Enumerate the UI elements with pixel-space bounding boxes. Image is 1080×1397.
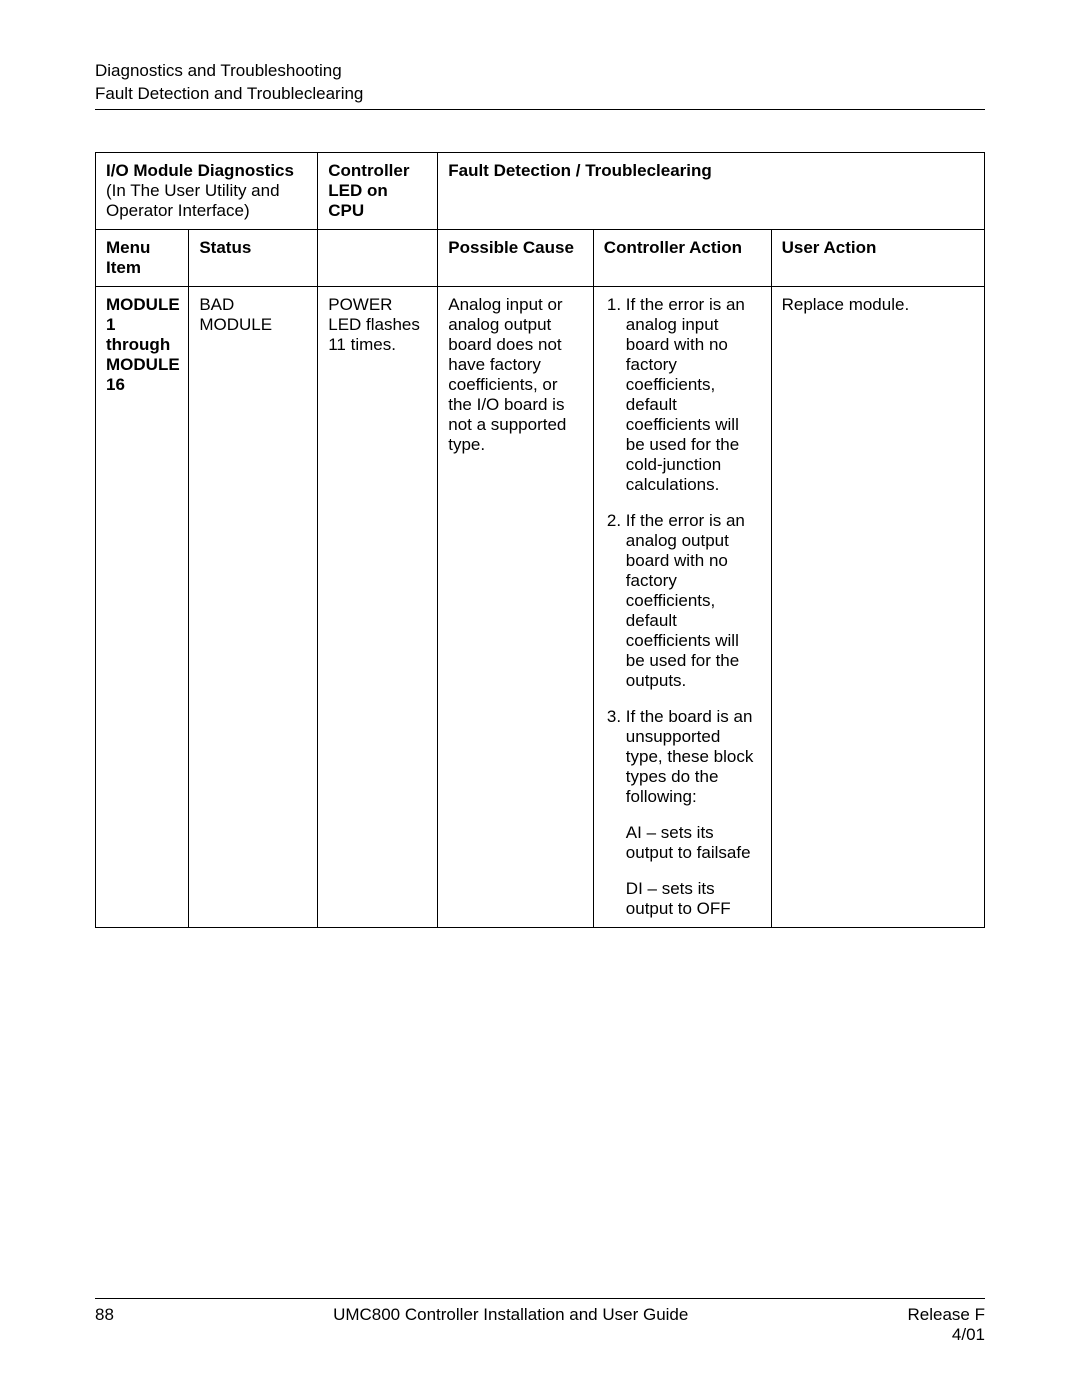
th-fault-detection: Fault Detection / Troubleclearing <box>438 152 985 229</box>
th-user-action: User Action <box>771 229 984 286</box>
th-controller-led: Controller LED on CPU <box>318 152 438 229</box>
controller-action-extra: AI – sets its output to failsafe <box>626 823 761 863</box>
header-line-1: Diagnostics and Troubleshooting <box>95 60 985 83</box>
controller-action-item: If the board is an unsupported type, the… <box>626 707 761 807</box>
th-diagnostics: I/O Module Diagnostics (In The User Util… <box>96 152 318 229</box>
th-possible-cause: Possible Cause <box>438 229 594 286</box>
th-diagnostics-sub: (In The User Utility and Operator Interf… <box>106 181 307 221</box>
table-header-row-1: I/O Module Diagnostics (In The User Util… <box>96 152 985 229</box>
table-row: MODULE 1 through MODULE 16 BAD MODULE PO… <box>96 286 985 927</box>
footer-doc-title: UMC800 Controller Installation and User … <box>333 1305 688 1345</box>
cell-possible-cause: Analog input or analog output board does… <box>438 286 594 927</box>
cell-menu-item-text: MODULE 1 through MODULE 16 <box>106 295 180 394</box>
cell-led: POWER LED flashes 11 times. <box>318 286 438 927</box>
th-status: Status <box>189 229 318 286</box>
table-header-row-2: Menu Item Status Possible Cause Controll… <box>96 229 985 286</box>
th-led-blank <box>318 229 438 286</box>
cell-menu-item: MODULE 1 through MODULE 16 <box>96 286 189 927</box>
controller-action-item: If the error is an analog input board wi… <box>626 295 761 495</box>
diagnostics-table: I/O Module Diagnostics (In The User Util… <box>95 152 985 928</box>
header-line-2: Fault Detection and Troubleclearing <box>95 83 985 106</box>
th-controller-action: Controller Action <box>593 229 771 286</box>
th-diagnostics-title: I/O Module Diagnostics <box>106 161 307 181</box>
page: Diagnostics and Troubleshooting Fault De… <box>0 0 1080 1397</box>
cell-controller-action: If the error is an analog input board wi… <box>593 286 771 927</box>
footer-page-number: 88 <box>95 1305 114 1345</box>
page-footer: 88 UMC800 Controller Installation and Us… <box>95 1298 985 1345</box>
cell-status: BAD MODULE <box>189 286 318 927</box>
cell-user-action: Replace module. <box>771 286 984 927</box>
controller-action-list: If the error is an analog input board wi… <box>604 295 761 807</box>
page-header: Diagnostics and Troubleshooting Fault De… <box>95 60 985 110</box>
th-menu-item: Menu Item <box>96 229 189 286</box>
footer-release: Release F <box>908 1305 985 1324</box>
footer-date: 4/01 <box>952 1325 985 1344</box>
controller-action-item: If the error is an analog output board w… <box>626 511 761 691</box>
controller-action-extra: DI – sets its output to OFF <box>626 879 761 919</box>
